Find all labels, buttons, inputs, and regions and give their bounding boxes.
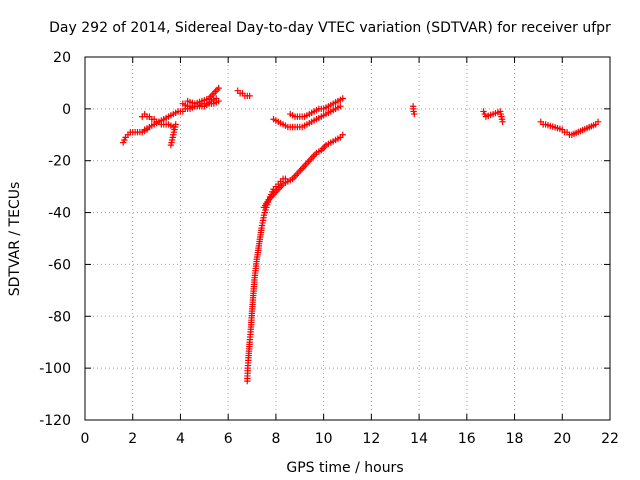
x-tick-label: 6 xyxy=(224,431,233,447)
x-tick-label: 4 xyxy=(176,431,185,447)
x-tick-label: 12 xyxy=(362,431,380,447)
y-tick-label: 20 xyxy=(53,50,71,66)
y-tick-label: 0 xyxy=(62,102,71,118)
y-tick-label: -100 xyxy=(39,361,71,377)
x-tick-label: 10 xyxy=(315,431,333,447)
y-axis: 20 0 -20 -40 -60 -80 -100 -120 xyxy=(39,50,610,429)
data-points xyxy=(119,84,602,385)
y-tick-label: -80 xyxy=(48,309,71,325)
data-point xyxy=(215,84,222,92)
x-tick-label: 14 xyxy=(410,431,428,447)
y-tick-label: -40 xyxy=(48,206,71,222)
x-axis: 0 2 4 6 8 10 12 14 16 18 20 22 xyxy=(81,57,619,447)
y-tick-label: -20 xyxy=(48,154,71,170)
data-point xyxy=(594,118,602,126)
data-point xyxy=(411,110,418,118)
data-point xyxy=(246,92,253,100)
data-point xyxy=(339,95,346,102)
data-point xyxy=(215,97,222,105)
x-tick-label: 18 xyxy=(506,431,524,447)
y-axis-label: SDTVAR / TECUs xyxy=(7,182,23,297)
grid-lines xyxy=(85,57,610,420)
x-tick-label: 8 xyxy=(271,431,280,447)
chart-title: Day 292 of 2014, Sidereal Day-to-day VTE… xyxy=(49,20,611,36)
y-tick-label: -60 xyxy=(48,257,71,273)
data-point xyxy=(337,103,344,110)
x-axis-label: GPS time / hours xyxy=(286,460,403,476)
x-tick-label: 20 xyxy=(553,431,571,447)
plot-frame xyxy=(84,56,611,421)
x-tick-label: 16 xyxy=(458,431,476,447)
data-point xyxy=(172,121,179,128)
y-tick-label: -120 xyxy=(39,413,71,429)
x-tick-label: 2 xyxy=(128,431,137,447)
data-point xyxy=(499,118,506,126)
x-tick-label: 0 xyxy=(81,431,90,447)
data-point xyxy=(339,131,346,138)
x-tick-label: 22 xyxy=(601,431,619,447)
